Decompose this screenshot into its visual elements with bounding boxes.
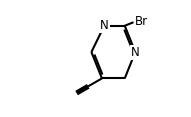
Text: N: N: [131, 46, 140, 59]
Text: Br: Br: [135, 15, 148, 28]
Text: N: N: [100, 19, 109, 32]
